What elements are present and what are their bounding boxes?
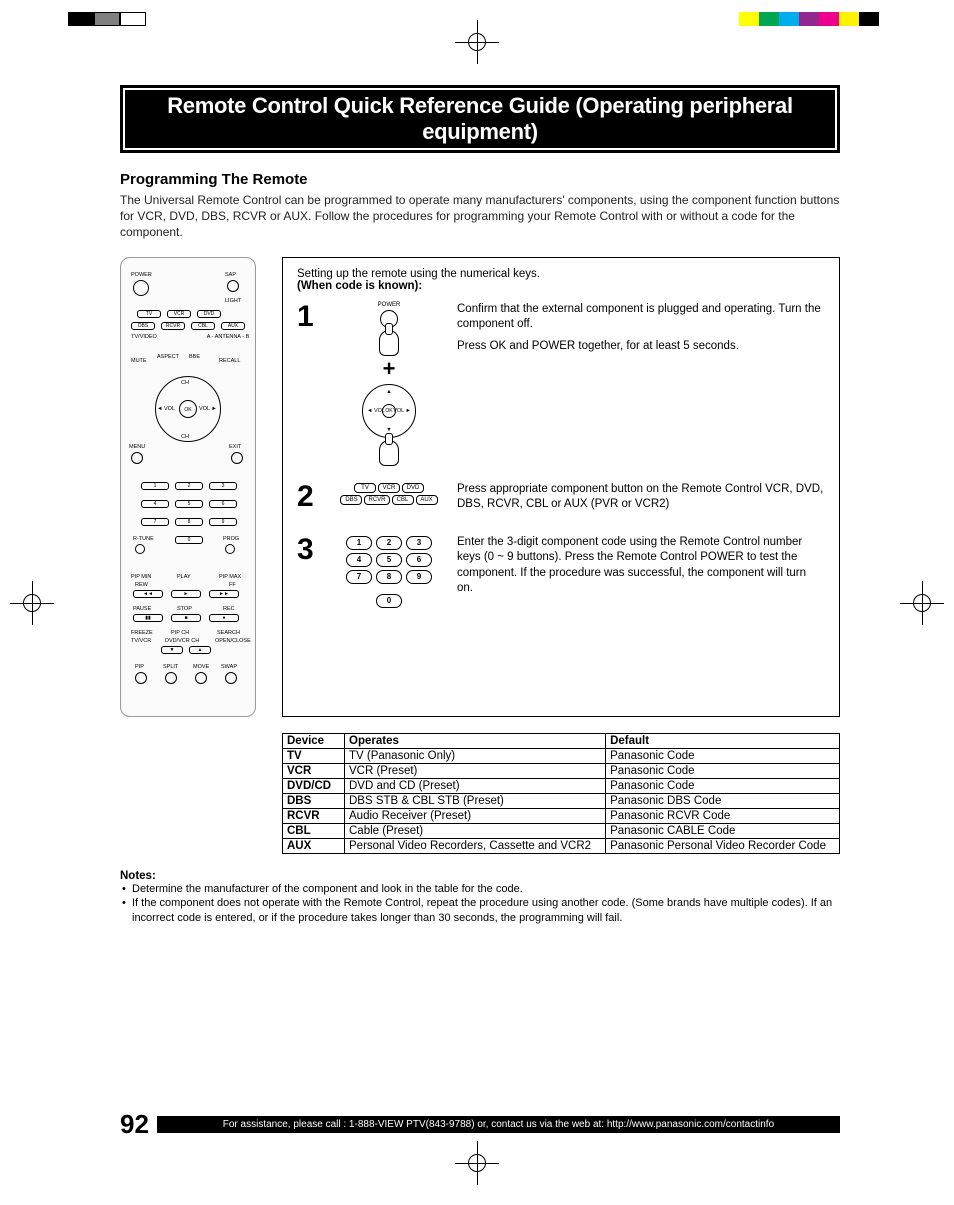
number-key: 1 (346, 536, 372, 550)
crop-mark-left (20, 591, 44, 615)
nav-ring: ▲ ▼ ◄ VOL VOL ► OK (362, 384, 416, 438)
step-number: 3 (297, 535, 321, 610)
power-label: POWER (335, 302, 443, 308)
remote-illustration: POWERSAPLIGHTTVVCRDVDDBSRCVRCBLAUXTV/VID… (120, 257, 256, 717)
table-row: TVTV (Panasonic Only)Panasonic Code (283, 748, 840, 763)
crop-mark-bottom (465, 1151, 489, 1175)
hand-pointer-icon (379, 330, 399, 356)
step-3: 3 1234567890 Enter the 3-digit component… (297, 535, 825, 610)
step-number: 2 (297, 482, 321, 519)
steps-panel: Setting up the remote using the numerica… (282, 257, 840, 717)
component-button: CBL (392, 495, 414, 505)
crop-mark-top (465, 30, 489, 54)
component-button: DBS (340, 495, 362, 505)
number-key: 8 (376, 570, 402, 584)
table-row: AUXPersonal Video Recorders, Cassette an… (283, 838, 840, 853)
notes-section: Notes: Determine the manufacturer of the… (120, 870, 840, 927)
component-button: AUX (416, 495, 438, 505)
notes-heading: Notes: (120, 870, 156, 882)
section-heading: Programming The Remote (120, 171, 840, 188)
hand-pointer-icon (379, 440, 399, 466)
color-calibration-bar (739, 12, 879, 26)
steps-header-line2: (When code is known): (297, 280, 422, 292)
component-button: DVD (402, 483, 424, 493)
step-1-diagram: POWER + ▲ ▼ ◄ VOL VOL ► OK CH (335, 302, 443, 466)
number-key: 2 (376, 536, 402, 550)
page-number: 92 (120, 1109, 149, 1140)
steps-header-line1: Setting up the remote using the numerica… (297, 268, 540, 280)
page-footer: 92 For assistance, please call : 1-888-V… (120, 1109, 840, 1140)
component-button: TV (354, 483, 376, 493)
step-3-text: Enter the 3-digit component code using t… (457, 535, 825, 610)
footer-assistance-bar: For assistance, please call : 1-888-VIEW… (157, 1116, 840, 1133)
step-1: 1 POWER + ▲ ▼ ◄ VOL VOL ► OK CH (297, 302, 825, 466)
component-button: RCVR (364, 495, 389, 505)
table-header: Default (606, 733, 840, 748)
table-row: DVD/CDDVD and CD (Preset)Panasonic Code (283, 778, 840, 793)
plus-icon: + (335, 356, 443, 382)
step-number: 1 (297, 302, 321, 466)
gray-calibration-bar (68, 12, 146, 26)
number-key: 0 (376, 594, 402, 608)
component-button: VCR (378, 483, 400, 493)
device-table: DeviceOperatesDefault TVTV (Panasonic On… (282, 733, 840, 854)
step-2: 2 TVVCRDVD DBSRCVRCBLAUX Press appropria… (297, 482, 825, 519)
steps-header: Setting up the remote using the numerica… (297, 268, 825, 292)
step-2-diagram: TVVCRDVD DBSRCVRCBLAUX (335, 482, 443, 519)
number-key: 3 (406, 536, 432, 550)
number-key: 5 (376, 553, 402, 567)
intro-text: The Universal Remote Control can be prog… (120, 192, 840, 241)
number-key: 9 (406, 570, 432, 584)
step-2-text: Press appropriate component button on th… (457, 482, 825, 519)
title-banner: Remote Control Quick Reference Guide (Op… (120, 85, 840, 153)
number-key: 6 (406, 553, 432, 567)
title-text: Remote Control Quick Reference Guide (Op… (125, 90, 835, 148)
number-key: 4 (346, 553, 372, 567)
table-row: DBSDBS STB & CBL STB (Preset)Panasonic D… (283, 793, 840, 808)
table-row: CBLCable (Preset)Panasonic CABLE Code (283, 823, 840, 838)
table-row: VCRVCR (Preset)Panasonic Code (283, 763, 840, 778)
note-item: If the component does not operate with t… (120, 896, 840, 926)
number-key: 7 (346, 570, 372, 584)
table-header: Device (283, 733, 345, 748)
table-header: Operates (345, 733, 606, 748)
table-row: RCVRAudio Receiver (Preset)Panasonic RCV… (283, 808, 840, 823)
step-3-diagram: 123 456 7890 (335, 535, 443, 610)
crop-mark-right (910, 591, 934, 615)
step-1-text: Confirm that the external component is p… (457, 302, 825, 466)
note-item: Determine the manufacturer of the compon… (120, 882, 840, 897)
